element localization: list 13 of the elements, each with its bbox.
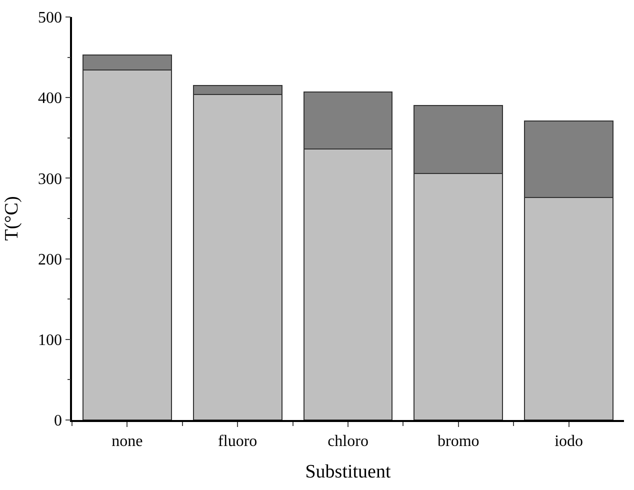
- x-tick-label: none: [112, 432, 143, 450]
- y-tick-label: 100: [38, 332, 62, 349]
- y-tick-label: 400: [38, 90, 62, 108]
- x-tick-label: iodo: [554, 432, 584, 450]
- y-axis-title: T(°C): [1, 196, 22, 241]
- y-tick-label: 500: [38, 10, 62, 27]
- y-tick-label: 0: [54, 412, 62, 430]
- x-tick-label: bromo: [438, 432, 480, 450]
- y-tick-label: 200: [38, 251, 62, 268]
- x-axis-title: Substituent: [305, 461, 392, 482]
- x-tick-label: chloro: [328, 432, 368, 450]
- y-tick-label: 300: [38, 170, 62, 188]
- x-tick-label: fluoro: [218, 432, 258, 450]
